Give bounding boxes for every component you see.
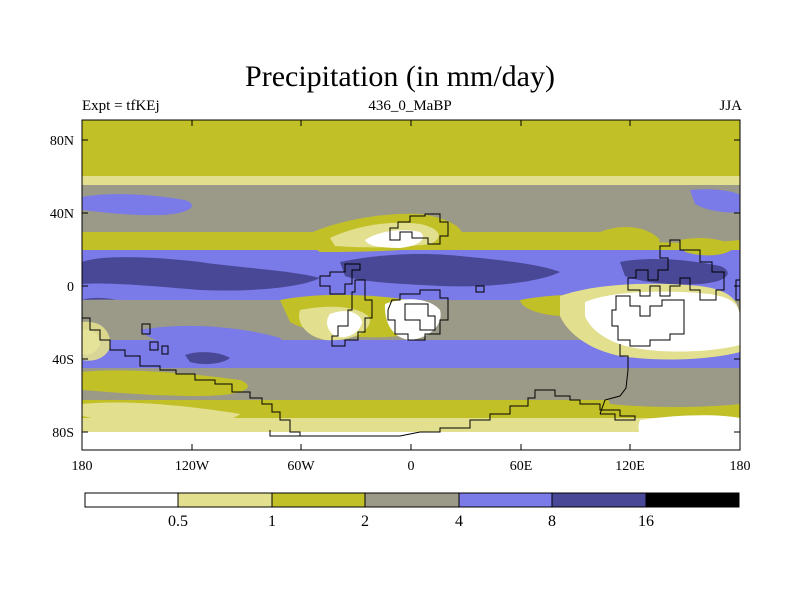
x-tick-label: 60W xyxy=(287,459,315,474)
colorbar-box xyxy=(271,492,366,508)
coastline-east-island xyxy=(735,279,740,301)
gray-band-se-pacific xyxy=(82,299,291,326)
colorbar-label: 16 xyxy=(638,513,654,530)
chart-title: Precipitation (in mm/day) xyxy=(245,60,555,93)
coastline-east-asia xyxy=(627,239,725,301)
coastline-island-small xyxy=(475,285,485,293)
colorbar-box xyxy=(364,492,460,508)
colorbar-box xyxy=(177,492,273,508)
coastline-south-chain xyxy=(599,344,629,415)
coastline-west-continent xyxy=(319,263,361,295)
x-tick-label: 60E xyxy=(510,459,533,474)
x-tick-label: 180 xyxy=(730,459,751,474)
coastline-africa xyxy=(387,289,449,341)
coastline-island-b xyxy=(149,341,159,351)
colorbar-box xyxy=(551,492,647,508)
y-tick-label: 40N xyxy=(50,207,74,222)
coastline-island-a xyxy=(141,323,151,335)
olive-band-north xyxy=(82,120,740,182)
colorbar xyxy=(84,492,740,508)
darkblue-itcz-west xyxy=(82,257,320,291)
y-tick-label: 0 xyxy=(67,280,74,295)
colorbar-label: 0.5 xyxy=(168,513,188,530)
blue-patch-north-east xyxy=(690,189,740,213)
tick-marks xyxy=(81,120,741,450)
colorbar-label: 8 xyxy=(548,513,556,530)
coastlines xyxy=(82,213,740,437)
x-tick-label: 180 xyxy=(72,459,93,474)
colorbar-box xyxy=(84,492,179,508)
white-band-polar xyxy=(82,432,740,450)
y-tick-label: 40S xyxy=(52,353,74,368)
olive-patch-far-ne xyxy=(680,238,735,256)
olive-band-south xyxy=(82,400,740,422)
x-tick-label: 120E xyxy=(615,459,645,474)
experiment-label: Expt = tfKEj xyxy=(82,98,160,114)
white-dry-north xyxy=(365,230,424,248)
x-tick-label: 0 xyxy=(408,459,415,474)
olive-tongue-south-west xyxy=(82,370,248,396)
lightyellow-patch-far-sw xyxy=(82,402,240,425)
y-tick-label: 80N xyxy=(50,134,74,149)
coastline-antarctica xyxy=(300,389,636,437)
coastline-south-america xyxy=(331,279,373,347)
colorbar-label: 1 xyxy=(268,513,276,530)
blue-plume-pacific xyxy=(140,325,282,351)
colorbar-box xyxy=(458,492,553,508)
coastline-north-continent xyxy=(389,213,449,245)
darkblue-itcz-east xyxy=(620,259,728,285)
coastline-west-chain xyxy=(82,317,301,437)
lightyellow-band-south xyxy=(82,418,740,436)
x-tick-label: 120W xyxy=(175,459,210,474)
blue-patch-north-west xyxy=(82,194,192,216)
gray-patch-south-east xyxy=(600,379,740,407)
colorbar-label: 4 xyxy=(455,513,463,530)
white-south-america xyxy=(327,311,362,338)
white-australia-dry xyxy=(585,291,740,352)
coastline-australia xyxy=(611,295,685,347)
time-label: 436_0_MaBP xyxy=(368,98,452,114)
y-tick-label: 80S xyxy=(52,426,74,441)
precipitation-field xyxy=(82,120,740,450)
olive-patch-ne xyxy=(600,226,660,250)
lightyellow-patch-southwest xyxy=(82,321,111,361)
season-label: JJA xyxy=(719,98,742,114)
white-patch-south-east xyxy=(638,415,740,450)
darkblue-patch-south xyxy=(185,352,230,365)
coastline-island-c xyxy=(161,345,169,355)
darkblue-itcz-central xyxy=(340,254,560,287)
colorbar-label: 2 xyxy=(361,513,369,530)
colorbar-box xyxy=(645,492,740,508)
